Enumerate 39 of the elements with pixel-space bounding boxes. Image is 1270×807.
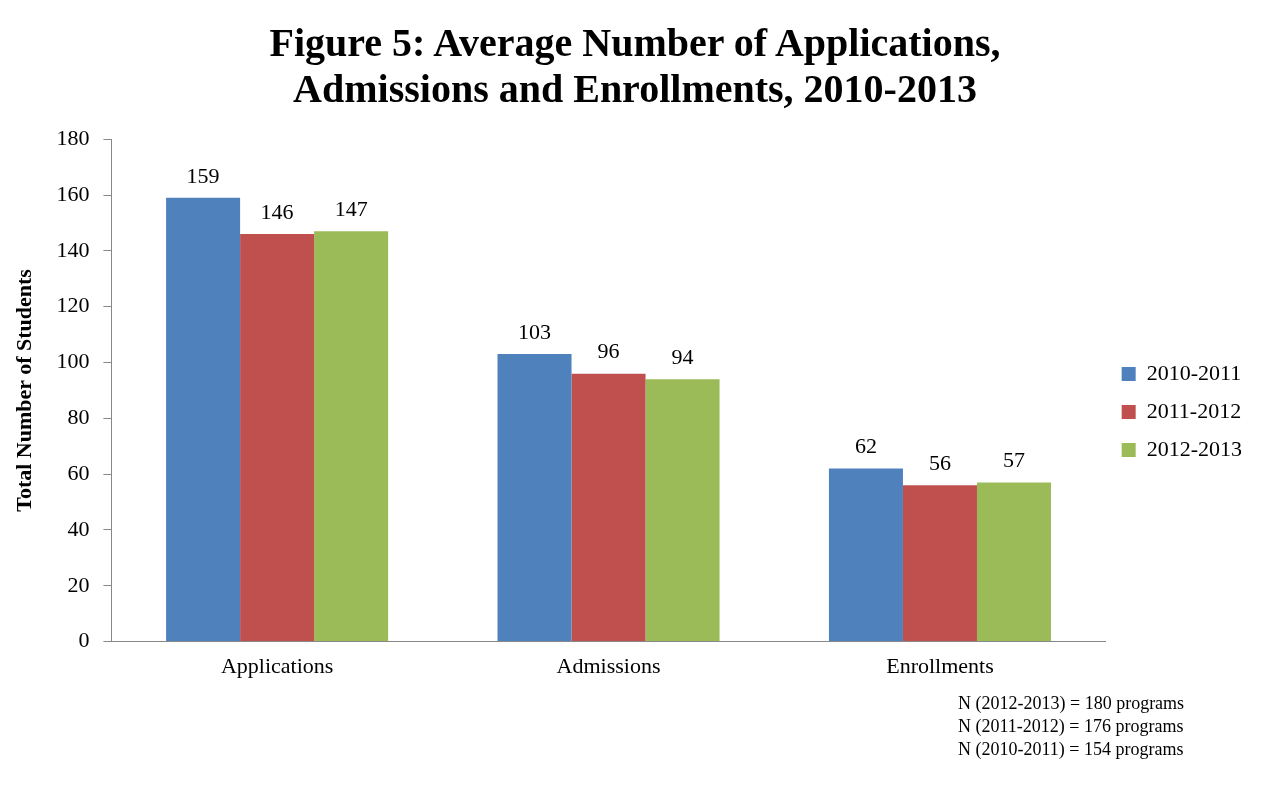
x-tick-label: Applications — [220, 652, 334, 678]
text: N (2011-2012) = 176 programs — [958, 715, 1185, 738]
x-tick-label: Enrollments — [886, 652, 994, 678]
bar — [166, 197, 241, 642]
bar — [976, 482, 1051, 642]
data-label: 159 — [186, 162, 220, 188]
y-tick-label: 160 — [56, 180, 90, 206]
text: N (2012-2013) = 180 programs — [958, 692, 1186, 715]
data-label: 56 — [928, 450, 951, 476]
y-tick-label: 40 — [67, 515, 90, 541]
legend-label: 2010-2011 — [1146, 359, 1242, 385]
legend-label: 2012-2013 — [1146, 435, 1242, 461]
bar — [902, 485, 977, 642]
bar — [314, 231, 389, 642]
x-tick-label: Admissions — [556, 652, 661, 678]
text: N (2010-2011) = 154 programs — [958, 738, 1185, 761]
y-tick-label: 0 — [78, 627, 90, 653]
data-label: 96 — [597, 338, 620, 364]
data-label: 146 — [260, 198, 294, 224]
y-tick-label: 180 — [56, 124, 90, 150]
y-tick-label: 20 — [67, 571, 90, 597]
data-label: 57 — [1002, 447, 1025, 473]
bar — [240, 234, 315, 642]
y-tick-label: 140 — [56, 236, 90, 262]
data-label: 94 — [671, 344, 694, 370]
y-tick-label: 100 — [56, 348, 90, 374]
y-axis-title: Total Number of Students — [10, 268, 36, 512]
bar — [828, 468, 903, 642]
y-tick-label: 80 — [67, 404, 90, 430]
bar — [571, 373, 646, 642]
data-label: 147 — [334, 196, 368, 222]
legend-label: 2011-2012 — [1146, 397, 1242, 423]
chart-title: Figure 5: Average Number of Applications, Admissions and Enrollments, 2010-2013 — [268, 19, 1002, 112]
bar — [497, 354, 572, 642]
y-tick-label: 120 — [56, 292, 90, 318]
bar — [645, 379, 720, 642]
data-label: 62 — [854, 433, 877, 459]
data-label: 103 — [518, 318, 552, 344]
y-tick-label: 60 — [67, 459, 90, 485]
